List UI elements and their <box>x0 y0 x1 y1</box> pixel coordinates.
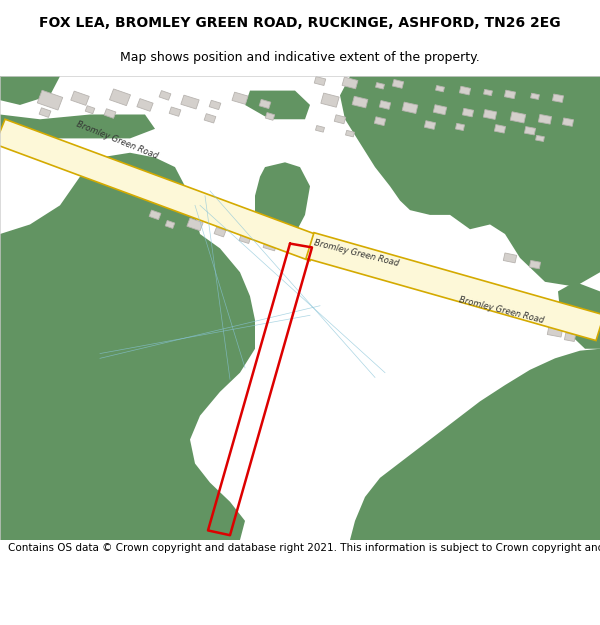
Polygon shape <box>374 117 386 126</box>
Polygon shape <box>333 258 347 268</box>
Polygon shape <box>529 261 541 269</box>
Polygon shape <box>483 109 497 119</box>
Polygon shape <box>385 270 395 279</box>
Polygon shape <box>484 89 493 96</box>
Polygon shape <box>538 114 551 124</box>
Polygon shape <box>232 92 248 104</box>
Polygon shape <box>445 282 455 291</box>
Polygon shape <box>424 121 436 129</box>
Polygon shape <box>433 105 447 115</box>
Polygon shape <box>187 218 203 231</box>
Polygon shape <box>255 162 310 244</box>
Polygon shape <box>209 100 221 109</box>
Polygon shape <box>165 221 175 229</box>
Polygon shape <box>340 76 600 287</box>
Polygon shape <box>214 228 226 237</box>
Polygon shape <box>503 253 517 263</box>
Polygon shape <box>346 131 355 137</box>
Polygon shape <box>558 282 600 349</box>
Polygon shape <box>169 107 181 116</box>
Polygon shape <box>553 94 563 102</box>
Polygon shape <box>334 115 346 124</box>
Polygon shape <box>37 90 63 110</box>
Polygon shape <box>524 126 536 135</box>
Polygon shape <box>314 76 326 86</box>
Polygon shape <box>505 90 515 99</box>
Polygon shape <box>536 136 544 141</box>
Polygon shape <box>159 91 171 100</box>
Polygon shape <box>562 118 574 126</box>
Polygon shape <box>520 301 530 309</box>
Polygon shape <box>463 108 473 117</box>
Polygon shape <box>137 99 153 111</box>
Polygon shape <box>455 123 464 131</box>
Polygon shape <box>379 101 391 109</box>
Polygon shape <box>39 107 51 118</box>
Polygon shape <box>352 96 368 108</box>
Text: Contains OS data © Crown copyright and database right 2021. This information is : Contains OS data © Crown copyright and d… <box>8 542 600 552</box>
Polygon shape <box>0 76 60 105</box>
Polygon shape <box>294 249 306 258</box>
Text: Bromley Green Road: Bromley Green Road <box>75 120 159 161</box>
Polygon shape <box>350 349 600 540</box>
Polygon shape <box>0 152 255 540</box>
Polygon shape <box>104 109 116 118</box>
Polygon shape <box>321 93 339 108</box>
Polygon shape <box>109 89 131 106</box>
Polygon shape <box>263 240 277 251</box>
Polygon shape <box>245 91 310 119</box>
Polygon shape <box>306 232 600 341</box>
Polygon shape <box>85 106 95 114</box>
Polygon shape <box>355 263 365 272</box>
Polygon shape <box>510 112 526 123</box>
Polygon shape <box>316 126 325 132</box>
Polygon shape <box>181 95 199 109</box>
Polygon shape <box>149 210 161 219</box>
Text: FOX LEA, BROMLEY GREEN ROAD, RUCKINGE, ASHFORD, TN26 2EG: FOX LEA, BROMLEY GREEN ROAD, RUCKINGE, A… <box>39 16 561 30</box>
Polygon shape <box>259 99 271 109</box>
Text: Map shows position and indicative extent of the property.: Map shows position and indicative extent… <box>120 51 480 64</box>
Polygon shape <box>392 79 404 88</box>
Polygon shape <box>544 306 556 315</box>
Polygon shape <box>265 112 275 120</box>
Polygon shape <box>494 124 506 133</box>
Polygon shape <box>0 119 320 261</box>
Polygon shape <box>239 234 251 244</box>
Polygon shape <box>547 326 563 337</box>
Polygon shape <box>460 86 470 95</box>
Polygon shape <box>469 289 481 298</box>
Polygon shape <box>71 91 89 106</box>
Polygon shape <box>402 102 418 114</box>
Polygon shape <box>436 86 445 92</box>
Polygon shape <box>342 77 358 89</box>
Polygon shape <box>376 82 385 89</box>
Polygon shape <box>413 275 427 285</box>
Text: Bromley Green Road: Bromley Green Road <box>458 296 545 326</box>
Polygon shape <box>530 93 539 99</box>
Polygon shape <box>204 114 216 123</box>
Polygon shape <box>0 76 155 138</box>
Polygon shape <box>493 294 507 304</box>
Polygon shape <box>565 333 575 341</box>
Text: Bromley Green Road: Bromley Green Road <box>313 238 400 268</box>
